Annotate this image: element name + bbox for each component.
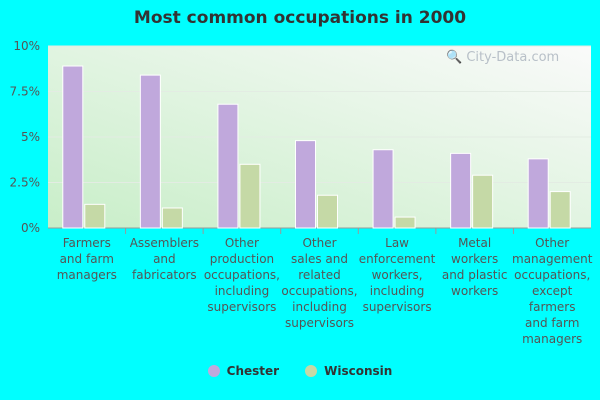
wisconsin-swatch bbox=[305, 365, 318, 377]
category-label: Other sales and related occupations, includi… bbox=[281, 236, 357, 330]
legend: Chester Wisconsin bbox=[0, 364, 600, 378]
bar-chester bbox=[295, 140, 316, 229]
bar-wisconsin bbox=[394, 216, 416, 229]
chart-title: Most common occupations in 2000 bbox=[133, 8, 467, 28]
chester-swatch bbox=[207, 365, 220, 377]
category-label: Law enforcement workers, including superviso… bbox=[359, 236, 436, 314]
category-label: Other management occupations, except farmers… bbox=[512, 236, 593, 346]
legend-item-chester: Chester bbox=[207, 364, 280, 378]
category-label: Other production occupations, including supe… bbox=[204, 236, 280, 314]
y-tick-label: 5% bbox=[21, 130, 40, 144]
category-label: Farmers and farm managers bbox=[57, 236, 117, 282]
bar-chester bbox=[372, 149, 394, 229]
category-label: Assemblers and fabricators bbox=[130, 236, 199, 282]
bar-wisconsin bbox=[549, 191, 571, 229]
bar-chester bbox=[62, 65, 84, 229]
bar-chester bbox=[139, 74, 161, 229]
bar-wisconsin bbox=[472, 174, 494, 229]
bar-wisconsin bbox=[84, 203, 106, 229]
bar-chester bbox=[217, 103, 239, 229]
bar-wisconsin bbox=[239, 163, 261, 229]
legend-label-wisconsin: Wisconsin bbox=[324, 364, 393, 378]
bar-wisconsin bbox=[161, 207, 183, 229]
y-tick-label: 7.5% bbox=[10, 85, 41, 99]
legend-label-chester: Chester bbox=[226, 364, 280, 378]
y-tick-label: 10% bbox=[13, 39, 40, 53]
y-tick-label: 2.5% bbox=[10, 176, 41, 190]
bar-chester bbox=[527, 158, 549, 229]
y-tick-label: 0% bbox=[21, 221, 40, 235]
bar-wisconsin bbox=[317, 194, 338, 229]
watermark: 🔍 City-Data.com bbox=[446, 50, 560, 65]
category-label: Metal workers and plastic workers bbox=[442, 236, 508, 298]
bar-chester bbox=[450, 152, 472, 229]
legend-item-wisconsin: Wisconsin bbox=[305, 364, 392, 378]
